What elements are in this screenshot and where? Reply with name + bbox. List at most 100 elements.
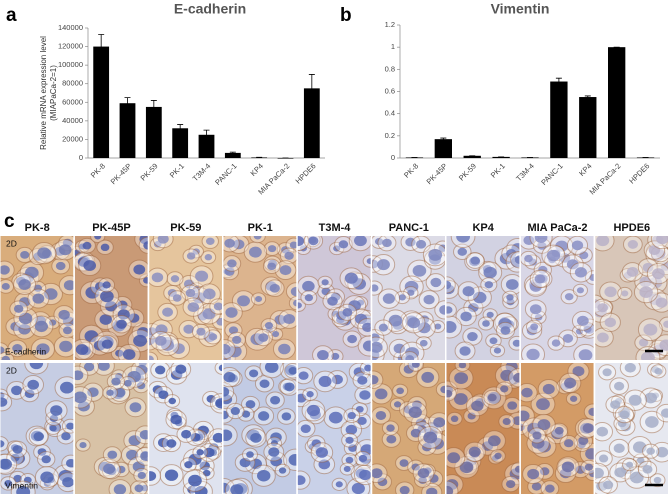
column-header: PK-45P xyxy=(92,222,131,234)
nucleus xyxy=(225,307,238,318)
y-tick-label: 60000 xyxy=(62,97,83,106)
micrograph xyxy=(297,236,371,360)
nucleus xyxy=(215,398,223,409)
nucleus xyxy=(506,480,516,489)
culture-label: 2D xyxy=(6,238,17,248)
nucleus xyxy=(542,383,555,395)
nucleus xyxy=(648,245,661,256)
nucleus xyxy=(49,425,57,432)
nucleus xyxy=(412,264,427,277)
y-tick-label: 0.6 xyxy=(385,86,395,95)
nucleus xyxy=(33,284,42,292)
micrograph xyxy=(520,363,594,494)
x-tick-label: T3M-4 xyxy=(191,161,213,183)
error-bar xyxy=(177,124,184,132)
nucleus xyxy=(258,333,269,342)
nucleus xyxy=(408,406,422,418)
nucleus xyxy=(411,463,420,471)
micrograph-content xyxy=(520,236,594,360)
nucleus xyxy=(258,411,270,421)
x-tick-label: PK-45P xyxy=(109,161,134,186)
nucleus xyxy=(644,392,658,404)
nucleus xyxy=(100,243,110,252)
nucleus xyxy=(374,237,384,246)
nucleus xyxy=(188,453,202,466)
nucleus xyxy=(454,372,469,385)
nucleus xyxy=(48,319,57,326)
nucleus xyxy=(539,467,550,476)
nucleus xyxy=(0,346,5,355)
nucleus xyxy=(116,319,127,329)
nucleus xyxy=(372,341,383,353)
nucleus xyxy=(259,379,270,388)
nucleus xyxy=(249,458,262,470)
panel-label: a xyxy=(6,5,17,26)
nucleus xyxy=(299,245,308,252)
nucleus xyxy=(433,417,445,428)
nucleus xyxy=(288,454,297,466)
nucleus xyxy=(0,440,5,448)
nucleus xyxy=(246,451,254,458)
nucleus xyxy=(626,461,634,468)
nucleus xyxy=(505,279,519,290)
nucleus xyxy=(63,280,74,291)
nucleus xyxy=(538,265,548,274)
nucleus xyxy=(297,236,305,247)
nucleus xyxy=(351,482,365,494)
nucleus xyxy=(196,327,206,336)
error-bar xyxy=(203,129,210,140)
nucleus xyxy=(23,476,32,484)
nucleus xyxy=(270,456,283,467)
nucleus xyxy=(470,256,480,265)
nucleus xyxy=(18,279,31,290)
nucleus xyxy=(584,463,594,471)
nucleus xyxy=(255,295,263,303)
nucleus xyxy=(284,382,295,392)
nucleus xyxy=(308,236,319,246)
nucleus xyxy=(347,412,356,420)
micrograph-content xyxy=(223,363,297,494)
x-tick-label: MIA PaCa-2 xyxy=(588,161,623,196)
micrograph-content xyxy=(595,236,669,360)
nucleus xyxy=(372,375,379,385)
nucleus xyxy=(32,293,45,304)
nucleus xyxy=(520,423,525,432)
nucleus xyxy=(468,446,481,457)
nucleus xyxy=(596,332,609,343)
nucleus xyxy=(521,387,533,398)
micrograph xyxy=(0,363,74,494)
micrograph xyxy=(595,236,669,360)
nucleus xyxy=(94,236,102,240)
nucleus xyxy=(338,240,349,249)
nucleus xyxy=(190,433,201,442)
nucleus xyxy=(638,338,649,347)
nucleus xyxy=(60,381,74,394)
nucleus xyxy=(639,286,653,298)
nucleus xyxy=(270,432,282,443)
nucleus xyxy=(0,458,12,470)
error-bar xyxy=(124,97,131,109)
micrograph-content xyxy=(595,363,669,494)
nucleus xyxy=(583,325,592,333)
nucleus xyxy=(13,474,23,483)
nucleus xyxy=(105,301,118,312)
nucleus xyxy=(512,339,520,347)
nucleus xyxy=(117,300,128,310)
nucleus xyxy=(20,251,30,259)
nucleus xyxy=(143,241,148,250)
nucleus xyxy=(74,249,81,257)
nucleus xyxy=(37,448,47,456)
nucleus xyxy=(40,471,54,484)
nucleus xyxy=(192,285,201,293)
column-header: MIA PaCa-2 xyxy=(527,222,587,234)
nucleus xyxy=(126,449,139,461)
bar xyxy=(434,139,452,158)
nucleus xyxy=(82,241,92,250)
x-tick-label: PK-8 xyxy=(402,161,420,179)
nucleus xyxy=(281,246,290,254)
nucleus xyxy=(335,481,343,488)
nucleus xyxy=(58,309,70,320)
nucleus xyxy=(289,241,297,249)
nucleus xyxy=(407,317,421,329)
nucleus xyxy=(264,322,274,329)
